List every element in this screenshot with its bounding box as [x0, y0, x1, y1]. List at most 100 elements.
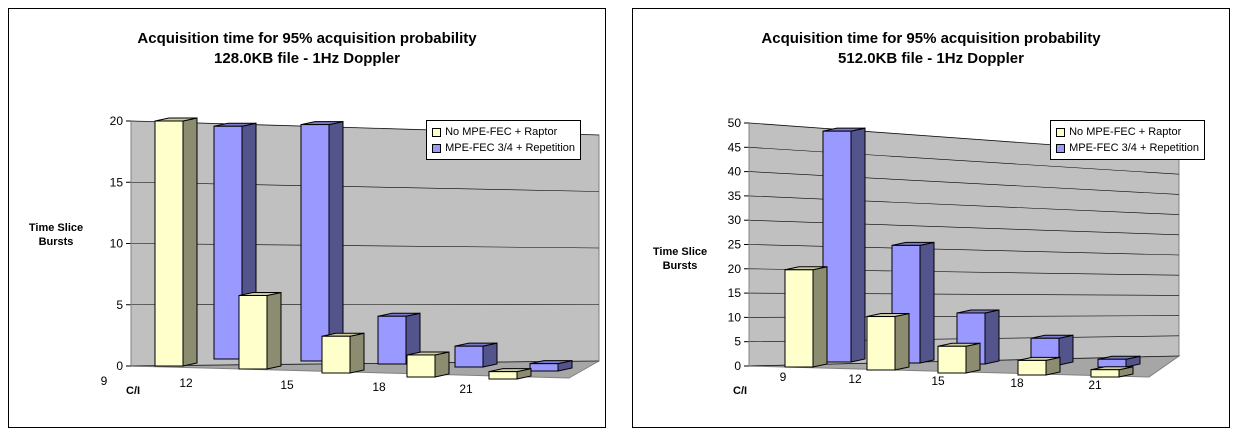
bar-no-mpe-fec-18: [406, 351, 450, 378]
bar-front: [454, 345, 484, 368]
bar-mpe-fec-12: [300, 120, 344, 362]
y-tick-label: 10: [110, 237, 124, 251]
chart-legend: No MPE-FEC + Raptor MPE-FEC 3/4 + Repeti…: [1050, 120, 1205, 160]
bar-no-mpe-fec-21: [1090, 366, 1134, 378]
legend-swatch: [1056, 143, 1066, 153]
chart-title-line-1: Acquisition time for 95% acquisition pro…: [137, 30, 477, 47]
x-axis-label: C/I: [733, 385, 748, 397]
x-tick-label: 15: [931, 374, 945, 388]
y-axis-label-line-1: Time Slice: [28, 222, 84, 234]
legend-swatch: [1056, 127, 1066, 137]
bar-no-mpe-fec-18: [1017, 356, 1061, 376]
legend-swatch: [432, 127, 442, 137]
bar-no-mpe-fec-12: [866, 312, 910, 371]
bar-mpe-fec-21: [1097, 355, 1141, 368]
bar-no-mpe-fec-9: [784, 266, 828, 368]
bar-front: [488, 371, 518, 380]
x-tick-label: 21: [1088, 378, 1102, 392]
chart-panel-512kb: Acquisition time for 95% acquisition pro…: [632, 8, 1230, 428]
y-tick-label: 50: [728, 116, 742, 130]
x-axis: 9 12 15 18 21: [101, 374, 473, 396]
bar-side: [482, 342, 498, 368]
bar-front: [1097, 358, 1127, 368]
y-axis-label-line-2: Bursts: [662, 260, 698, 272]
gridline: [748, 219, 1180, 236]
y-tick-label: 10: [728, 310, 742, 324]
bar-no-mpe-fec-21: [488, 368, 532, 380]
bar-side: [850, 127, 866, 363]
gridline: [130, 181, 600, 192]
bar-no-mpe-fec-9: [154, 117, 198, 367]
bar-front: [154, 120, 184, 367]
bar-side: [349, 332, 365, 374]
y-tick-label: 20: [110, 114, 124, 128]
gridline: [130, 243, 600, 249]
bar-no-mpe-fec-15: [937, 342, 981, 374]
bar-mpe-fec-9: [822, 127, 866, 363]
bar-side: [894, 312, 910, 371]
y-tick-label: 0: [734, 359, 741, 373]
legend-label: No MPE-FEC + Raptor: [1069, 126, 1182, 138]
bars: [784, 127, 1141, 378]
bar-front: [406, 354, 436, 378]
y-tick-label: 40: [728, 165, 742, 179]
bar-side: [1058, 334, 1074, 366]
bar-side: [328, 120, 344, 362]
chart-title: Acquisition time for 95% acquisition pro…: [633, 29, 1229, 69]
bar-side: [812, 266, 828, 368]
bar-side: [182, 117, 198, 367]
legend-item-mpe-fec: MPE-FEC 3/4 + Repetition: [432, 140, 575, 156]
x-tick-label: 12: [179, 376, 193, 390]
legend-label: MPE-FEC 3/4 + Repetition: [445, 142, 575, 154]
x-tick-label: 15: [280, 378, 294, 392]
gridline: [748, 171, 1180, 195]
y-tick-label: 5: [734, 335, 741, 349]
y-tick-label: 25: [728, 238, 742, 252]
bar-side: [266, 291, 282, 370]
x-axis: 9 12 15 18 21: [780, 370, 1102, 392]
legend-item-no-mpe-fec: No MPE-FEC + Raptor: [432, 124, 575, 140]
bars: [154, 117, 573, 380]
bar-mpe-fec-15: [377, 312, 421, 365]
gridline: [748, 244, 1180, 256]
bar-side: [965, 342, 981, 374]
bar-no-mpe-fec-15: [321, 332, 365, 374]
gridline: [748, 147, 1180, 175]
bar-front: [321, 335, 351, 374]
bar-no-mpe-fec-12: [238, 291, 282, 370]
bar-front: [238, 295, 268, 370]
chart-title-line-1: Acquisition time for 95% acquisition pro…: [761, 30, 1101, 47]
y-axis-label-line-2: Bursts: [38, 236, 74, 248]
legend-item-no-mpe-fec: No MPE-FEC + Raptor: [1056, 124, 1199, 140]
x-tick-label: 21: [459, 382, 473, 396]
chart-title-line-2: 512.0KB file - 1Hz Doppler: [838, 50, 1024, 67]
y-axis-label-line-1: Time Slice: [652, 246, 708, 258]
chart-legend: No MPE-FEC + Raptor MPE-FEC 3/4 + Repeti…: [426, 120, 581, 160]
bar-chart-512kb: 0 5 10 15 20 25 30 35 40 45 50 9 12 15 18 21: [728, 116, 1181, 392]
y-tick-label: 15: [110, 175, 124, 189]
bar-front: [1090, 369, 1120, 378]
chart-panel-128kb: Acquisition time for 95% acquisition pro…: [8, 8, 606, 428]
legend-swatch: [432, 143, 442, 153]
bar-side: [434, 351, 450, 378]
y-tick-label: 35: [728, 189, 742, 203]
y-tick-label: 45: [728, 140, 742, 154]
bar-front: [377, 315, 407, 365]
bar-front: [822, 130, 852, 363]
y-tick-label: 15: [728, 286, 742, 300]
y-tick-label: 30: [728, 213, 742, 227]
bar-front: [213, 125, 243, 360]
bar-front: [866, 316, 896, 371]
x-tick-label: 9: [780, 370, 787, 384]
x-axis-label: C/I: [126, 385, 141, 397]
bar-front: [1017, 359, 1047, 376]
bar-mpe-fec-18: [454, 342, 498, 368]
y-axis-label: Time Slice Bursts: [13, 221, 99, 249]
y-axis: 0 5 10 15 20 25 30 35 40 45 50: [728, 116, 750, 373]
legend-item-mpe-fec: MPE-FEC 3/4 + Repetition: [1056, 140, 1199, 156]
legend-label: MPE-FEC 3/4 + Repetition: [1069, 142, 1199, 154]
chart-title: Acquisition time for 95% acquisition pro…: [9, 29, 605, 69]
y-tick-label: 5: [116, 298, 123, 312]
y-tick-label: 20: [728, 262, 742, 276]
bar-side: [984, 309, 1000, 365]
